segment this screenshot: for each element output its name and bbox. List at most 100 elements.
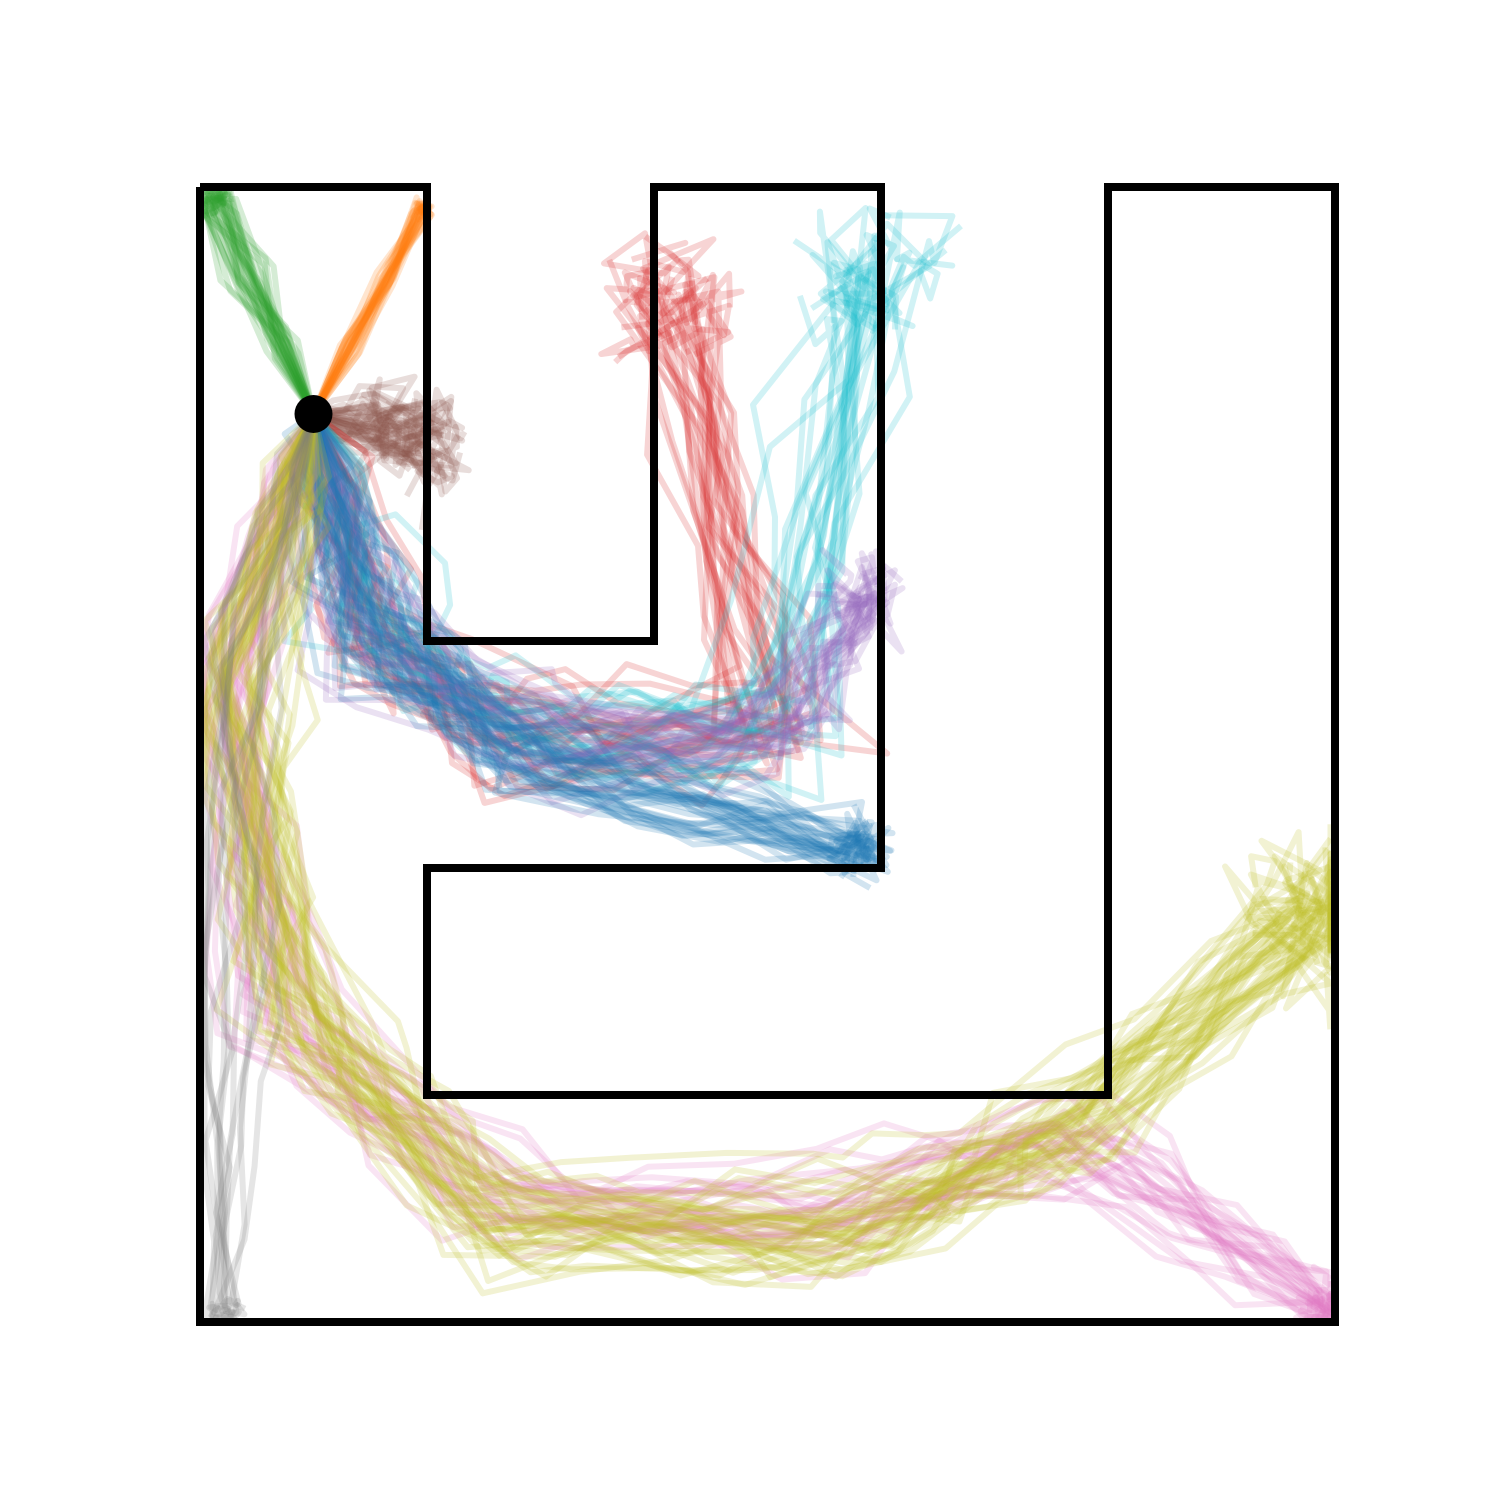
trajectory-line (310, 413, 855, 774)
trajectory-line (302, 413, 875, 855)
trajectory-line (242, 413, 1318, 1247)
trajectory-line (310, 412, 872, 891)
trajectory-line (310, 194, 421, 416)
trajectory-line (254, 412, 1333, 1271)
trajectory-line (225, 412, 1331, 1230)
trajectory-line (313, 373, 418, 445)
trajectory-line (204, 197, 317, 416)
trajectory-line (201, 413, 317, 1321)
trajectory-line (312, 387, 455, 455)
trajectory-line (310, 298, 734, 731)
trajectory-line (213, 413, 1334, 1297)
trajectory-line (212, 194, 317, 415)
trajectory-line (209, 412, 1334, 1250)
trajectory-line (301, 413, 879, 799)
trajectory-line (310, 248, 865, 773)
start-marker-layer (294, 395, 333, 433)
trajectory-line (312, 411, 446, 469)
trajectory-line (310, 269, 801, 774)
trajectory-line (310, 413, 898, 752)
trajectory-line (310, 413, 872, 861)
trajectory-line (296, 275, 903, 800)
trajectory-line (310, 239, 781, 793)
trajectory-series-1 (201, 188, 317, 416)
trajectory-line (310, 252, 880, 742)
trajectory-line (310, 413, 870, 766)
trajectory-line (310, 413, 879, 869)
trajectory-line (219, 412, 1334, 1288)
trajectory-line (232, 412, 1329, 1321)
trajectory-line (230, 413, 1281, 1214)
trajectory-line (293, 413, 875, 780)
trajectory-line (310, 413, 885, 767)
trajectory-line (301, 409, 390, 462)
trajectory-line (206, 412, 317, 1320)
trajectory-line (310, 232, 897, 730)
trajectory-line (239, 413, 1334, 1257)
trajectory-line (201, 413, 1334, 1224)
trajectory-line (311, 232, 890, 764)
trajectory-line (310, 412, 891, 875)
trajectory-line (311, 412, 420, 473)
trajectory-line (211, 188, 317, 416)
trajectory-line (217, 413, 1323, 1258)
trajectory-line (310, 324, 794, 781)
trajectory-line (310, 412, 867, 844)
trajectory-line (223, 412, 1306, 1236)
trajectory-line (243, 413, 1327, 1280)
trajectory-line (311, 412, 877, 866)
trajectory-line (219, 189, 317, 416)
trajectory-line (201, 413, 317, 1321)
trajectory-line (224, 413, 317, 1312)
trajectory-line (201, 412, 1313, 1321)
trajectory-line (311, 412, 881, 736)
trajectory-line (206, 413, 1334, 1279)
trajectory-line (281, 411, 872, 857)
trajectory-line (281, 296, 916, 791)
trajectory-line (310, 212, 421, 416)
trajectory-line (310, 413, 898, 758)
trajectory-line (313, 399, 453, 417)
trajectory-line (313, 411, 456, 486)
trajectory-line (209, 189, 317, 416)
trajectory-line (224, 412, 1334, 1321)
trajectory-line (201, 191, 317, 416)
trajectory-line (310, 413, 876, 867)
trajectory-line (302, 413, 863, 847)
trajectory-line (301, 270, 743, 741)
trajectory-line (311, 283, 850, 763)
trajectory-line (302, 413, 884, 764)
trajectory-line (305, 413, 891, 759)
trajectory-line (310, 247, 948, 780)
trajectory-line (201, 192, 317, 416)
trajectory-series-6 (284, 412, 906, 819)
trajectory-line (211, 412, 1331, 1295)
trajectory-line (201, 188, 317, 416)
trajectory-line (310, 413, 875, 862)
trajectory-line (308, 413, 862, 855)
trajectory-line (204, 412, 1278, 1237)
trajectory-line (310, 413, 862, 819)
trajectory-line (296, 269, 886, 788)
trajectory-line (201, 195, 316, 416)
trajectory-line (206, 189, 317, 415)
trajectory-line (201, 412, 1306, 1259)
trajectory-line (310, 280, 742, 767)
trajectory-line (234, 413, 1334, 1238)
trajectory-line (201, 413, 1334, 1290)
trajectory-line (310, 412, 904, 806)
trajectory-line (310, 275, 891, 757)
trajectory-line (312, 376, 383, 448)
trajectory-line (310, 238, 886, 764)
trajectory-line (310, 413, 873, 724)
trajectory-line (216, 413, 1334, 1321)
trajectory-line (201, 412, 317, 1319)
trajectory-line (311, 399, 426, 445)
trajectory-line (201, 412, 1334, 1316)
trajectory-line (201, 195, 317, 416)
trajectory-line (310, 288, 748, 737)
trajectory-line (204, 188, 317, 416)
trajectory-line (310, 203, 428, 416)
trajectory-line (297, 413, 905, 738)
trajectory-line (313, 401, 460, 469)
